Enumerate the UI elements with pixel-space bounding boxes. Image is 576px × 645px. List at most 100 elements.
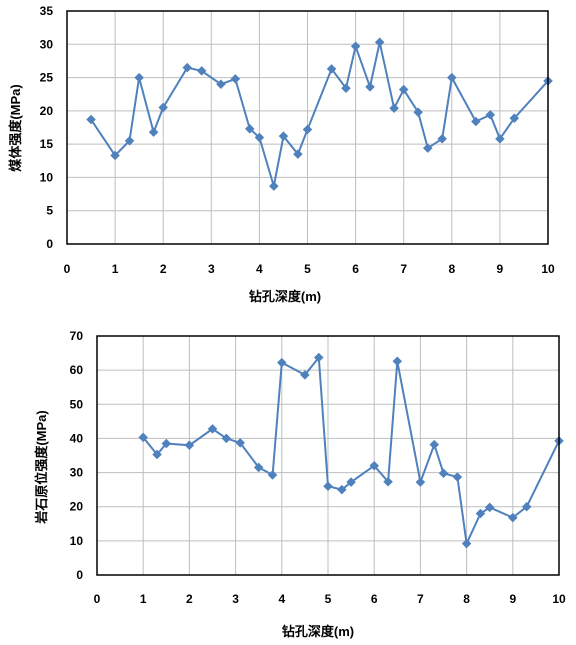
c1-x-tick-label: 6: [352, 262, 359, 276]
chart-1-y-ticks: 0 5 10 15 20 25 30 35: [40, 4, 54, 251]
c2-data-point: [392, 356, 403, 367]
c1-data-point: [302, 124, 313, 135]
c1-x-tick-label: 7: [400, 262, 407, 276]
c2-data-point: [313, 352, 324, 363]
c1-data-point: [134, 72, 145, 83]
chart-1: 0 5 10 15 20 25 30 35 0 1 2 3 4 5 6 7 8 9 10 钻孔深度(m) 煤体强度…: [8, 4, 555, 304]
chart-1-y-axis-title: 煤体强度(MPa): [8, 84, 23, 171]
c1-data-point: [230, 74, 241, 84]
c2-data-point: [438, 468, 449, 479]
c1-y-tick-label: 20: [40, 104, 54, 118]
chart-1-x-ticks: 0 1 2 3 4 5 6 7 8 9 10: [64, 262, 555, 276]
c1-data-point: [326, 64, 337, 74]
chart-2: 0 10 20 30 40 50 60 70 0 1 2 3 4 5 6 7 8 9 10 钻孔深度(m) 岩石原…: [34, 329, 566, 639]
c2-x-tick-label: 0: [94, 592, 101, 606]
c1-y-tick-label: 15: [40, 137, 54, 151]
c2-data-point: [221, 433, 232, 444]
c2-y-tick-label: 20: [70, 500, 84, 514]
c1-x-tick-label: 2: [160, 262, 167, 276]
c2-data-point: [253, 462, 264, 473]
c1-data-point: [470, 116, 481, 127]
c2-x-tick-label: 5: [325, 592, 332, 606]
c2-y-tick-label: 60: [70, 363, 84, 377]
c2-data-point: [337, 484, 347, 495]
c1-data-point: [495, 133, 505, 144]
c1-data-point: [124, 135, 135, 146]
c1-y-tick-label: 5: [46, 204, 53, 218]
c2-data-point: [475, 508, 486, 519]
c2-x-tick-label: 4: [278, 592, 285, 606]
c2-data-point: [415, 477, 426, 487]
c2-y-tick-label: 70: [70, 329, 84, 343]
c1-data-point: [216, 79, 226, 90]
c2-data-point: [383, 476, 393, 487]
c2-data-point: [267, 470, 278, 480]
chart-2-x-ticks: 0 1 2 3 4 5 6 7 8 9 10: [94, 592, 566, 606]
c1-data-point: [509, 113, 520, 124]
c2-data-point: [184, 440, 195, 451]
c1-data-point: [389, 103, 399, 114]
c2-y-tick-label: 50: [70, 397, 84, 411]
c1-data-point: [110, 150, 120, 161]
chart-1-series-line: [90, 42, 549, 187]
chart-2-x-axis-title: 钻孔深度(m): [282, 624, 354, 639]
c1-data-point: [244, 123, 255, 134]
c1-data-point: [268, 181, 279, 191]
c2-x-tick-label: 3: [232, 592, 239, 606]
chart-1-x-axis-title: 钻孔深度(m): [249, 289, 321, 304]
c1-data-point: [254, 132, 265, 143]
c2-data-point: [461, 538, 472, 549]
c1-data-point: [398, 84, 409, 95]
c2-x-tick-label: 10: [552, 592, 566, 606]
c1-data-point: [437, 133, 448, 144]
c2-data-point: [276, 357, 287, 368]
chart-2-y-axis-title: 岩石原位强度(MPa): [34, 410, 49, 524]
c1-y-tick-label: 0: [46, 237, 53, 251]
c2-data-point: [300, 370, 310, 380]
c2-y-tick-label: 0: [76, 568, 83, 582]
c1-y-tick-label: 30: [40, 37, 54, 51]
c1-x-tick-label: 0: [64, 262, 71, 276]
c1-data-point: [422, 143, 433, 153]
c2-x-tick-label: 8: [463, 592, 470, 606]
c2-y-tick-label: 40: [70, 431, 84, 445]
chart-1-plot-border: [66, 10, 549, 245]
c1-x-tick-label: 9: [497, 262, 504, 276]
c1-y-tick-label: 10: [40, 170, 54, 184]
c2-data-point: [323, 481, 333, 492]
c1-data-point: [158, 102, 169, 113]
c1-data-point: [148, 127, 159, 138]
c1-data-point: [413, 107, 423, 118]
c1-x-tick-label: 4: [256, 262, 263, 276]
c1-data-point: [293, 149, 303, 159]
c1-x-tick-label: 10: [541, 262, 555, 276]
c2-y-tick-label: 30: [70, 466, 84, 480]
c2-data-point: [161, 438, 172, 449]
c2-x-tick-label: 1: [140, 592, 147, 606]
c2-data-point: [452, 472, 463, 482]
c1-x-tick-label: 5: [304, 262, 311, 276]
c1-x-tick-label: 3: [208, 262, 215, 276]
c1-x-tick-label: 1: [112, 262, 119, 276]
c2-x-tick-label: 6: [371, 592, 378, 606]
c1-x-tick-label: 8: [448, 262, 455, 276]
c2-data-point: [207, 424, 218, 434]
c2-y-tick-label: 10: [70, 534, 84, 548]
c2-x-tick-label: 7: [417, 592, 424, 606]
c2-x-tick-label: 2: [186, 592, 193, 606]
c1-data-point: [446, 72, 457, 83]
c2-data-point: [429, 439, 440, 450]
c2-data-point: [235, 438, 246, 448]
chart-2-plot-border: [96, 335, 560, 576]
c1-y-tick-label: 35: [40, 4, 54, 18]
c2-data-point: [507, 512, 518, 523]
c2-data-point: [521, 501, 532, 512]
c1-data-point: [86, 114, 96, 125]
c2-data-point: [369, 460, 380, 471]
c2-data-point: [152, 449, 162, 460]
c1-data-point: [278, 131, 289, 142]
c1-data-point: [350, 41, 361, 52]
c1-data-point: [182, 62, 193, 73]
c1-data-point: [365, 82, 375, 92]
chart-2-series-line: [142, 354, 560, 548]
